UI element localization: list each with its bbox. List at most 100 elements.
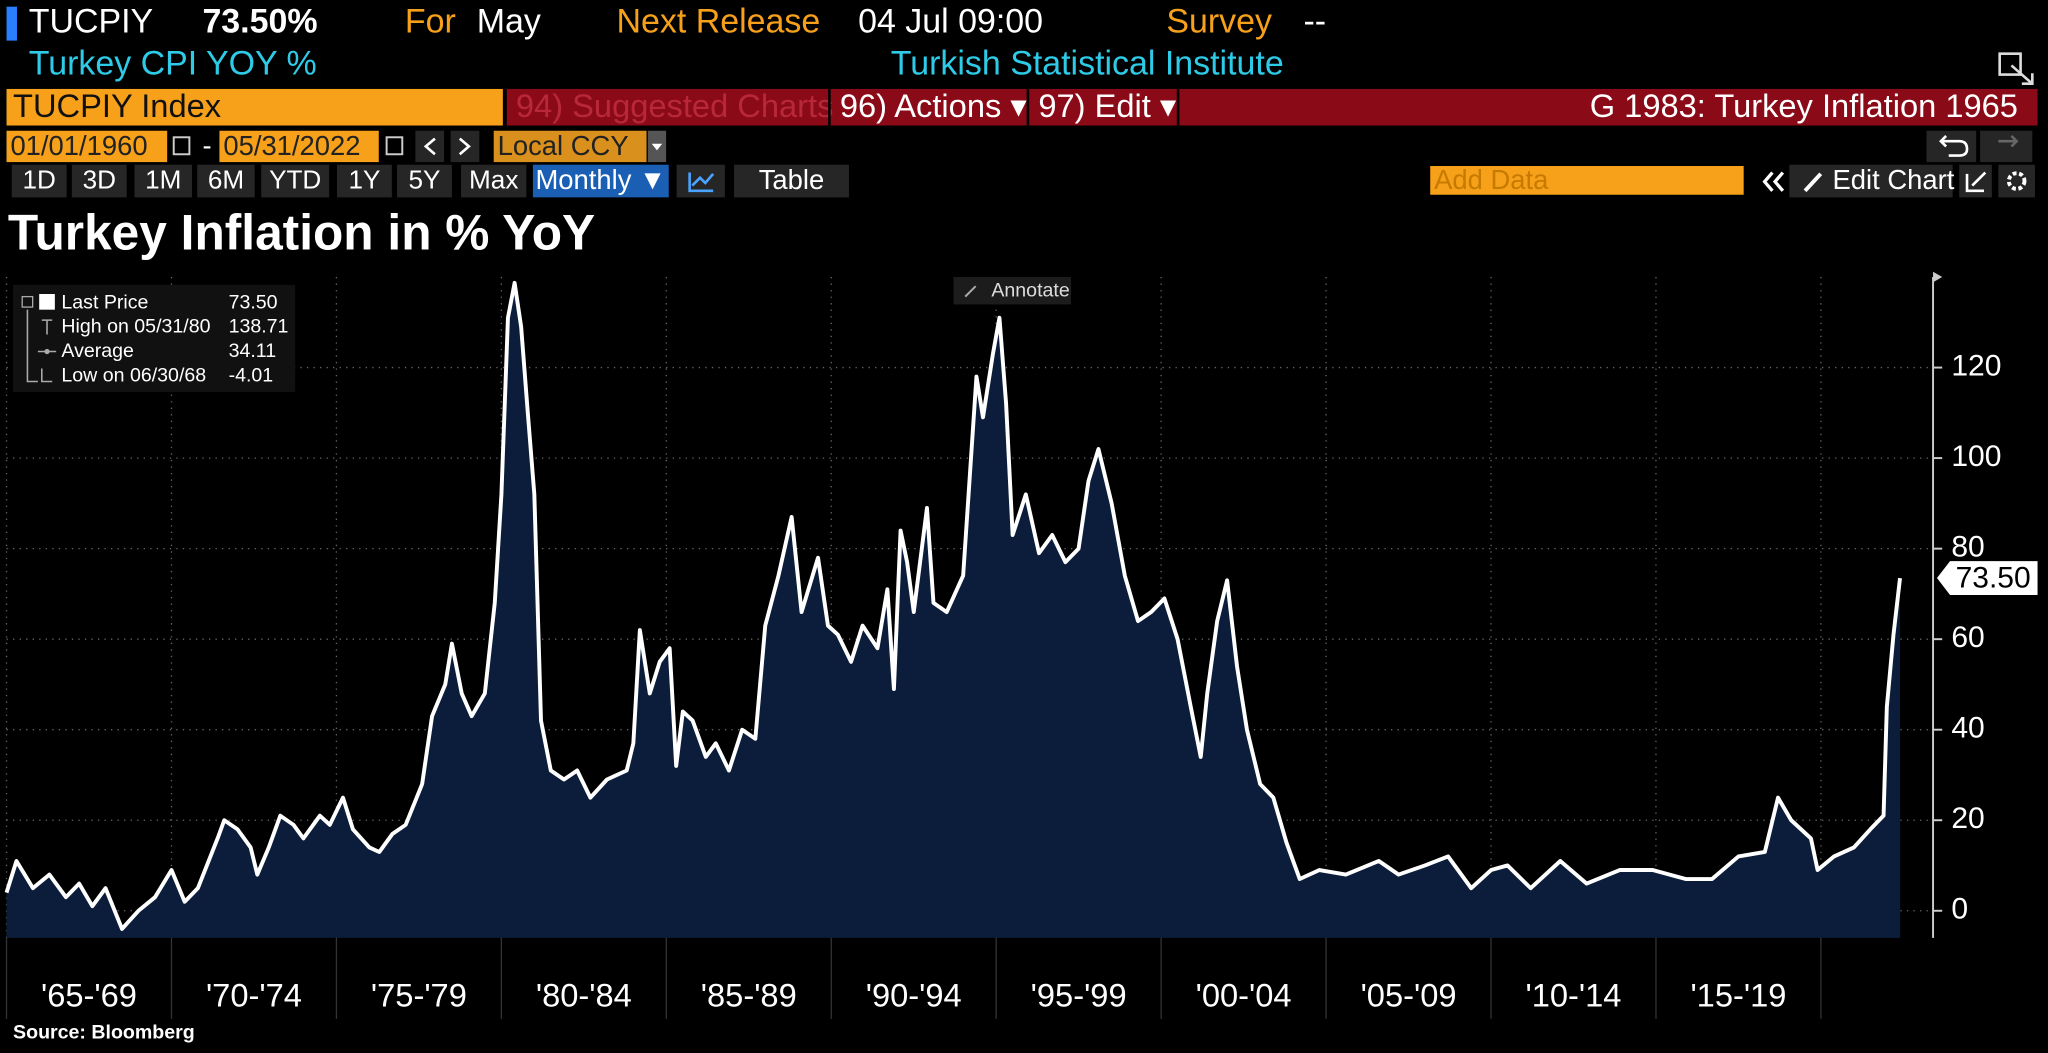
period-label[interactable]: YTD [269,165,321,195]
prev-button[interactable] [415,130,445,163]
security-box[interactable] [6,88,503,126]
redo-button[interactable] [1980,130,2033,163]
start-date[interactable]: 01/01/1960 [10,130,147,161]
redo-icon [1998,135,2019,148]
next-arrow [458,137,471,156]
y-tick-label: 80 [1951,531,1984,564]
x-tick-label: '80-'84 [536,977,632,1014]
calendar-icon[interactable] [172,136,191,156]
period-button[interactable] [397,164,452,198]
stat-value: 138.71 [229,316,289,338]
period-label[interactable]: 1Y [348,165,380,195]
survey-value: -- [1304,3,1327,41]
x-tick-label: '75-'79 [371,977,467,1014]
table-button[interactable] [734,164,849,198]
stat-name: High on 05/31/80 [61,316,210,338]
add-data[interactable]: Add Data [1434,164,1549,195]
period-button[interactable] [134,164,192,198]
source-org: Turkish Statistical Institute [891,44,1284,82]
stats-box [13,284,296,392]
stat-name: Average [61,340,134,362]
edit-menu[interactable]: 97) Edit ▾ [1038,87,1177,124]
annotate-icon [964,285,977,298]
action-bar [506,88,2038,126]
period-label[interactable]: 3D [83,165,116,195]
actions-menu[interactable]: 96) Actions ▾ [840,87,1028,124]
stat-name: Low on 06/30/68 [61,365,206,387]
period-button[interactable] [197,164,255,198]
frequency[interactable]: Monthly ▼ [535,164,666,195]
y-axis-arrow [1933,271,1943,283]
stats-collapse[interactable] [21,295,34,308]
price: 73.50% [202,3,317,41]
for-label: For [405,3,456,41]
period-button[interactable] [336,164,392,198]
line [4,280,1902,931]
last-value-label: 73.50 [1956,561,2031,594]
next-button[interactable] [450,130,480,163]
y-tick-label: 60 [1951,621,1984,654]
undo-icon [1939,135,1969,157]
area [6,282,1901,938]
x-tick-label: '90-'94 [866,977,962,1014]
prev-arrow [423,137,436,156]
description: Turkey CPI YOY % [29,44,317,82]
last-value-tag [1936,561,2038,596]
frequency-button[interactable] [532,164,669,198]
dropdown-arrow [651,143,663,151]
collapse-icon[interactable] [1762,171,1785,192]
add-data-box[interactable] [1430,166,1744,195]
x-tick-label: '15-'19 [1690,977,1786,1014]
stats-icons [26,309,57,383]
annotate-button[interactable] [953,277,1072,305]
release-value: 04 Jul 09:00 [858,3,1043,41]
end-date[interactable]: 05/31/2022 [223,130,360,161]
stat-value: 34.11 [229,340,277,362]
end-date-box[interactable] [219,130,379,163]
edit-icon [1965,171,1987,193]
ticker-marker [6,6,17,41]
average-marker [44,348,50,355]
edit-chart[interactable]: Edit Chart [1832,164,1954,195]
period-label[interactable]: Max [469,165,518,195]
period-button[interactable] [261,164,330,198]
stats-swatch [39,294,55,310]
survey-label: Survey [1166,3,1272,41]
calendar-icon[interactable] [385,136,404,156]
currency[interactable]: Local CCY [498,130,629,161]
security[interactable]: TUCPIY Index [13,87,221,124]
period-button[interactable] [71,164,127,198]
y-tick-label: 20 [1951,802,1984,835]
currency-box[interactable] [493,130,647,163]
x-tick-label: '70-'74 [206,977,302,1014]
table-label[interactable]: Table [759,164,825,195]
pencil-icon [1803,172,1823,193]
suggested-charts[interactable]: 94) Suggested Charts [516,87,834,124]
settings-icon [2006,171,2027,191]
stat-value: 73.50 [229,291,278,313]
period-label[interactable]: 5Y [409,165,441,195]
chart-type-icon [688,172,715,193]
annotate[interactable]: Annotate [991,280,1069,302]
start-date-box[interactable] [6,130,168,163]
y-tick-label: 40 [1951,712,1984,745]
release-label: Next Release [616,3,820,41]
chart-name: G 1983: Turkey Inflation 1965 [1590,87,2018,124]
chart-type-button[interactable] [676,164,725,198]
y-tick-label: 0 [1951,893,1968,926]
y-tick-label: 100 [1951,440,2001,473]
x-tick-label: '95-'99 [1031,977,1127,1014]
expand-icon[interactable] [1998,52,2034,86]
x-tick-label: '05-'09 [1361,977,1457,1014]
period-label[interactable]: 1M [145,165,181,195]
period-button[interactable] [11,164,67,198]
source: Source: Bloomberg [13,1021,195,1043]
period-label[interactable]: 1D [22,165,55,195]
settings-button[interactable] [1998,164,2035,198]
y-tick-label: 120 [1951,350,2001,383]
period-label[interactable]: 6M [208,165,244,195]
undo-button[interactable] [1926,130,1977,163]
x-tick-label: '85-'89 [701,977,797,1014]
period-button[interactable] [461,164,527,198]
x-tick-label: '10-'14 [1526,977,1622,1014]
